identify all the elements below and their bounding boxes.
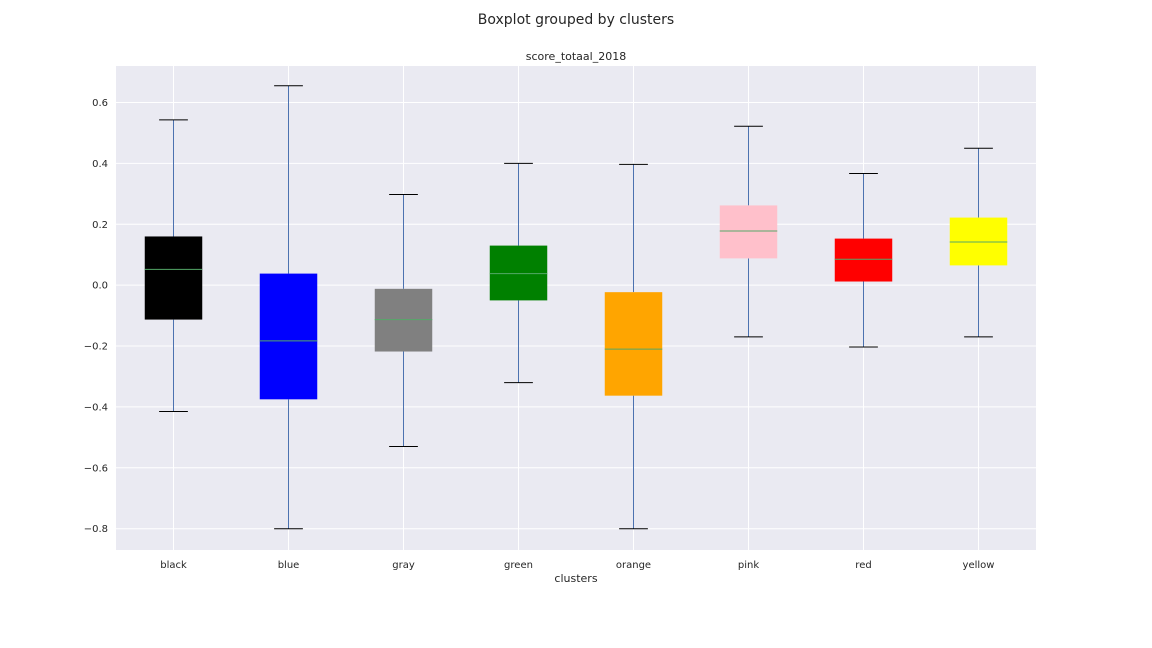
box-body xyxy=(374,288,433,352)
x-tick-labels: black blue gray green orange pink red yellow xyxy=(160,560,994,571)
box-orange xyxy=(604,163,663,530)
box-body xyxy=(604,292,663,396)
y-tick-label: 0.6 xyxy=(92,98,108,109)
box-body xyxy=(144,236,203,320)
y-tick-label: −0.2 xyxy=(84,342,108,353)
box-black xyxy=(144,119,203,412)
chart-title: score_totaal_2018 xyxy=(526,50,626,63)
y-tick-label: −0.8 xyxy=(84,524,108,535)
x-tick-label: orange xyxy=(616,560,651,571)
x-tick-label: blue xyxy=(278,560,300,571)
x-tick-label: black xyxy=(160,560,187,571)
y-tick-label: −0.4 xyxy=(84,402,108,413)
box-body xyxy=(259,273,318,400)
box-red xyxy=(834,172,893,348)
y-tick-labels: −0.8 −0.6 −0.4 −0.2 0.0 0.2 0.4 0.6 xyxy=(84,98,108,535)
box-pink xyxy=(719,125,778,338)
boxes xyxy=(144,85,1008,530)
box-gray xyxy=(374,193,433,448)
x-tick-label: yellow xyxy=(963,560,995,571)
box-body xyxy=(719,205,778,259)
x-axis-label: clusters xyxy=(554,572,597,585)
x-tick-label: gray xyxy=(392,560,415,571)
box-green xyxy=(489,162,548,384)
x-tick-label: green xyxy=(504,560,533,571)
y-tick-label: 0.4 xyxy=(92,159,108,170)
y-tick-label: 0.0 xyxy=(92,281,108,292)
plot-area xyxy=(116,66,1036,550)
box-body xyxy=(489,245,548,301)
y-tick-label: −0.6 xyxy=(84,463,108,474)
box-yellow xyxy=(949,147,1008,338)
x-tick-label: pink xyxy=(738,560,759,571)
y-tick-label: 0.2 xyxy=(92,220,108,231)
box-body xyxy=(834,238,893,282)
box-blue xyxy=(259,85,318,530)
chart-suptitle: Boxplot grouped by clusters xyxy=(478,12,674,28)
x-tick-label: red xyxy=(855,560,871,571)
